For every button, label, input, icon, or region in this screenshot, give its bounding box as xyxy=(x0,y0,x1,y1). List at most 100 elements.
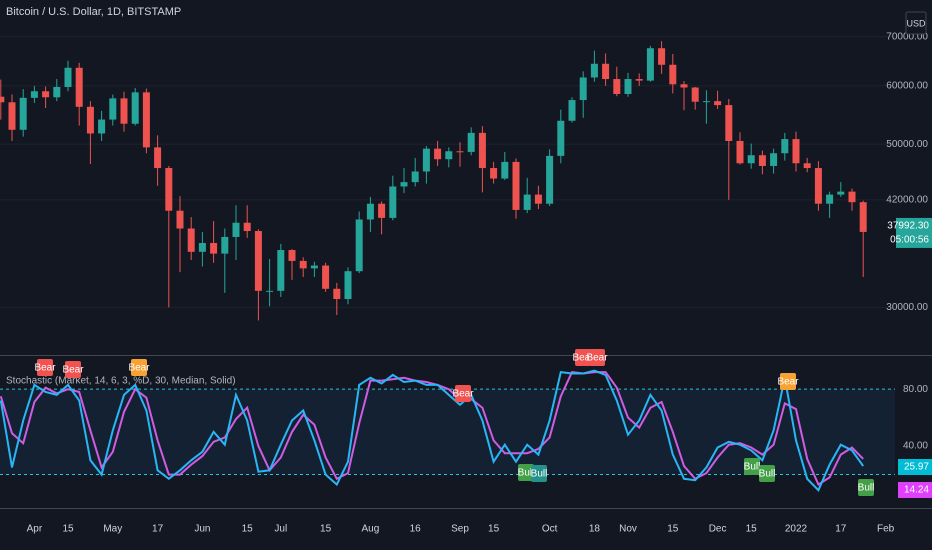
candle-body xyxy=(154,147,162,169)
candle-body xyxy=(42,91,50,98)
candle-body xyxy=(478,132,486,169)
candle-body xyxy=(826,194,834,204)
last-price-label: 37992.30 xyxy=(887,221,929,232)
candle-body xyxy=(646,48,654,81)
candle-body xyxy=(579,77,587,101)
signal-label: Bull xyxy=(759,469,776,480)
candle-body xyxy=(243,222,251,232)
candle-body xyxy=(848,191,856,203)
signal-label: Bull xyxy=(531,469,548,480)
candle-body xyxy=(322,265,330,289)
candle-body xyxy=(422,148,430,172)
signal-box xyxy=(780,373,796,390)
signal-label: Bear xyxy=(777,377,799,388)
candle-body xyxy=(266,290,274,292)
x-tick-label: 16 xyxy=(410,524,422,535)
symbol-title: Bitcoin / U.S. Dollar, 1D, BITSTAMP xyxy=(6,6,181,18)
x-tick-label: 18 xyxy=(589,524,601,535)
x-tick-label: 15 xyxy=(242,524,254,535)
candle-body xyxy=(781,139,789,154)
x-tick-label: Feb xyxy=(877,524,895,535)
candle-body xyxy=(814,168,822,204)
candle-body xyxy=(254,231,262,291)
candle-body xyxy=(176,210,184,229)
candle-body xyxy=(120,98,128,124)
x-tick-label: 15 xyxy=(667,524,679,535)
candle-body xyxy=(568,100,576,121)
candle-body xyxy=(86,106,94,134)
signal-label: Bear xyxy=(586,353,608,364)
candle-body xyxy=(53,86,61,98)
candle-body xyxy=(333,288,341,300)
currency-label: USD xyxy=(906,18,926,28)
signal-label: Bull xyxy=(518,468,535,479)
y-tick-label: 42000.00 xyxy=(886,195,928,206)
x-tick-label: 2022 xyxy=(785,524,808,535)
stoch-line xyxy=(0,371,864,486)
last-value-label: 25.97 xyxy=(904,462,929,473)
candle-body xyxy=(411,171,419,183)
signal-box xyxy=(37,359,53,376)
countdown-label: 05:00:56 xyxy=(890,235,929,246)
candle-body xyxy=(534,194,542,204)
signal-box xyxy=(744,458,760,475)
indicator-title: Stochastic (Market, 14, 6, 3, %D, 30, Me… xyxy=(6,376,236,387)
candle-body xyxy=(770,153,778,166)
y-tick-label: 50000.00 xyxy=(886,139,928,150)
candle-body xyxy=(714,101,722,106)
candle-body xyxy=(859,202,867,232)
candle-body xyxy=(680,84,688,88)
candle-body xyxy=(456,151,464,153)
candle-body xyxy=(64,67,72,87)
candle-body xyxy=(557,120,565,156)
candle-body xyxy=(366,203,374,220)
signal-box xyxy=(65,361,81,378)
x-tick-label: 15 xyxy=(746,524,758,535)
candle-body xyxy=(669,64,677,85)
candle-body xyxy=(691,87,699,102)
signal-label: Bear xyxy=(128,363,150,374)
signal-label: Bear xyxy=(34,363,56,374)
candle-body xyxy=(467,132,475,152)
candle-body xyxy=(512,161,520,210)
signal-box xyxy=(575,349,591,366)
level-band xyxy=(0,389,895,475)
candle-body xyxy=(758,155,766,166)
candle-body xyxy=(702,101,710,103)
signal-label: Bull xyxy=(744,462,761,473)
candle-body xyxy=(546,155,554,204)
x-tick-label: 15 xyxy=(320,524,332,535)
signal-box xyxy=(858,479,874,496)
candle-body xyxy=(792,139,800,164)
candle-body xyxy=(501,161,509,179)
candle-body xyxy=(613,79,621,94)
candle-body xyxy=(288,250,296,261)
signal-label: Bear xyxy=(572,353,594,364)
signal-label: Bear xyxy=(62,365,84,376)
candle-body xyxy=(198,242,206,252)
x-tick-label: 15 xyxy=(62,524,74,535)
candle-body xyxy=(232,222,240,237)
candle-body xyxy=(131,92,139,124)
candle-body xyxy=(30,91,38,98)
candle-body xyxy=(389,186,397,218)
candle-body xyxy=(523,194,531,210)
candle-body xyxy=(837,191,845,195)
currency-button[interactable] xyxy=(905,11,927,35)
candle-body xyxy=(355,219,363,272)
candle-body xyxy=(19,97,27,130)
candle-body xyxy=(725,105,733,141)
last-value-box xyxy=(898,459,932,475)
candle-body xyxy=(75,67,83,107)
candle-body xyxy=(277,250,285,291)
signal-box xyxy=(759,465,775,482)
candle-body xyxy=(378,203,386,218)
signal-label: Bear xyxy=(452,389,474,400)
candle-body xyxy=(736,140,744,164)
signal-box xyxy=(518,464,534,481)
x-tick-label: 15 xyxy=(488,524,500,535)
stoch-line xyxy=(0,369,865,492)
last-value-box xyxy=(898,482,932,498)
